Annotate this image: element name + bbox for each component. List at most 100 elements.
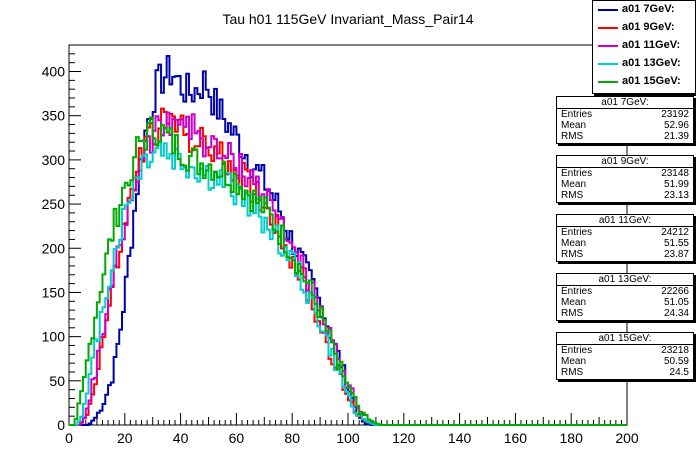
stats-value: 52.96 — [663, 120, 689, 131]
stats-row: Mean 51.99 — [557, 179, 693, 190]
stats-row: Entries 23218 — [557, 345, 693, 356]
stats-key: Mean — [561, 179, 587, 190]
stats-title: a01 9GeV: — [557, 156, 693, 168]
stats-box: a01 11GeV: Entries 24212 Mean 51.55 RMS 23.87 — [556, 214, 694, 262]
legend-label: a01 15GeV: — [622, 75, 681, 87]
legend-item: a01 13GeV: — [593, 55, 695, 73]
stats-value: 50.59 — [663, 356, 689, 367]
y-tick-label: 250 — [42, 196, 66, 212]
stats-row: Entries 23192 — [557, 109, 693, 120]
x-tick-label: 0 — [65, 430, 73, 446]
legend-item: a01 9GeV: — [593, 19, 695, 37]
chart-title: Tau h01 115GeV Invariant_Mass_Pair14 — [222, 11, 473, 27]
stats-row: RMS 24.5 — [557, 367, 693, 378]
stats-row: Mean 51.05 — [557, 297, 693, 308]
stats-value: 24.5 — [669, 367, 689, 378]
x-tick-label: 40 — [173, 430, 189, 446]
stats-value: 24212 — [661, 227, 689, 238]
stats-box: a01 7GeV: Entries 23192 Mean 52.96 RMS 21.39 — [556, 96, 694, 144]
legend-label: a01 9GeV: — [622, 21, 675, 33]
y-tick-label: 150 — [42, 284, 66, 300]
x-tick-label: 60 — [229, 430, 245, 446]
stats-value: 51.99 — [663, 179, 689, 190]
legend-item: a01 11GeV: — [593, 37, 695, 55]
y-tick-label: 400 — [42, 64, 66, 80]
y-tick-label: 300 — [42, 152, 66, 168]
y-tick-label: 100 — [42, 329, 66, 345]
stats-row: Mean 51.55 — [557, 238, 693, 249]
stats-row: Entries 23148 — [557, 168, 693, 179]
legend-swatch — [598, 9, 618, 11]
legend-label: a01 7GeV: — [622, 3, 675, 15]
stats-key: Mean — [561, 238, 587, 249]
stats-row: Mean 52.96 — [557, 120, 693, 131]
x-tick-label: 20 — [117, 430, 133, 446]
stats-box: a01 15GeV: Entries 23218 Mean 50.59 RMS 24.5 — [556, 332, 694, 380]
stats-row: Entries 22266 — [557, 286, 693, 297]
x-tick-label: 80 — [284, 430, 300, 446]
x-tick-label: 180 — [560, 430, 584, 446]
stats-key: Entries — [561, 227, 593, 238]
stats-key: RMS — [561, 131, 584, 142]
legend-item: a01 7GeV: — [593, 1, 695, 19]
stats-row: RMS 23.13 — [557, 190, 693, 201]
legend-swatch — [598, 45, 618, 47]
stats-row: Mean 50.59 — [557, 356, 693, 367]
stats-value: 23192 — [661, 109, 689, 120]
legend-swatch — [598, 63, 618, 65]
series-line — [69, 111, 627, 426]
stats-row: Entries 24212 — [557, 227, 693, 238]
stats-key: RMS — [561, 367, 584, 378]
stats-value: 21.39 — [663, 131, 689, 142]
legend-swatch — [598, 81, 618, 83]
stats-row: RMS 21.39 — [557, 131, 693, 142]
stats-title: a01 15GeV: — [557, 333, 693, 345]
legend: a01 7GeV: a01 9GeV: a01 11GeV: a01 13GeV: a0… — [592, 0, 696, 94]
stats-value: 22266 — [661, 286, 689, 297]
stats-key: Mean — [561, 297, 587, 308]
y-tick-label: 0 — [57, 417, 65, 433]
legend-swatch — [598, 27, 618, 29]
stats-value: 24.34 — [663, 308, 689, 319]
series-line — [69, 116, 627, 426]
series-layer — [69, 55, 627, 426]
stats-value: 23.13 — [663, 190, 689, 201]
stats-key: RMS — [561, 308, 584, 319]
stats-value: 51.55 — [663, 238, 689, 249]
stats-key: Entries — [561, 286, 593, 297]
stats-title: a01 11GeV: — [557, 215, 693, 227]
legend-label: a01 11GeV: — [622, 39, 681, 51]
x-tick-label: 160 — [504, 430, 528, 446]
stats-box: a01 9GeV: Entries 23148 Mean 51.99 RMS 23.13 — [556, 155, 694, 203]
y-tick-label: 350 — [42, 108, 66, 124]
series-line — [69, 141, 627, 426]
legend-item: a01 15GeV: — [593, 73, 695, 91]
series-line — [69, 107, 627, 426]
y-tick-label: 200 — [42, 240, 66, 256]
stats-key: Mean — [561, 120, 587, 131]
legend-label: a01 13GeV: — [622, 57, 681, 69]
stats-title: a01 7GeV: — [557, 97, 693, 109]
stats-key: Mean — [561, 356, 587, 367]
stats-value: 23.87 — [663, 249, 689, 260]
stats-title: a01 13GeV: — [557, 274, 693, 286]
stats-row: RMS 24.34 — [557, 308, 693, 319]
x-tick-label: 100 — [336, 430, 360, 446]
stats-key: Entries — [561, 345, 593, 356]
stats-box: a01 13GeV: Entries 22266 Mean 51.05 RMS 24.34 — [556, 273, 694, 321]
stats-key: Entries — [561, 168, 593, 179]
series-line — [69, 55, 627, 426]
stats-key: RMS — [561, 190, 584, 201]
stats-key: Entries — [561, 109, 593, 120]
plot-frame — [68, 44, 628, 426]
axes: 0 20 40 60 80 100 120 140 160 180 200 0 50 100 150 200 2… — [42, 53, 639, 446]
stats-row: RMS 23.87 — [557, 249, 693, 260]
x-tick-label: 120 — [392, 430, 416, 446]
x-tick-label: 140 — [448, 430, 472, 446]
x-tick-label: 200 — [615, 430, 639, 446]
stats-value: 51.05 — [663, 297, 689, 308]
stats-key: RMS — [561, 249, 584, 260]
stats-value: 23218 — [661, 345, 689, 356]
stats-value: 23148 — [661, 168, 689, 179]
y-tick-label: 50 — [49, 373, 65, 389]
